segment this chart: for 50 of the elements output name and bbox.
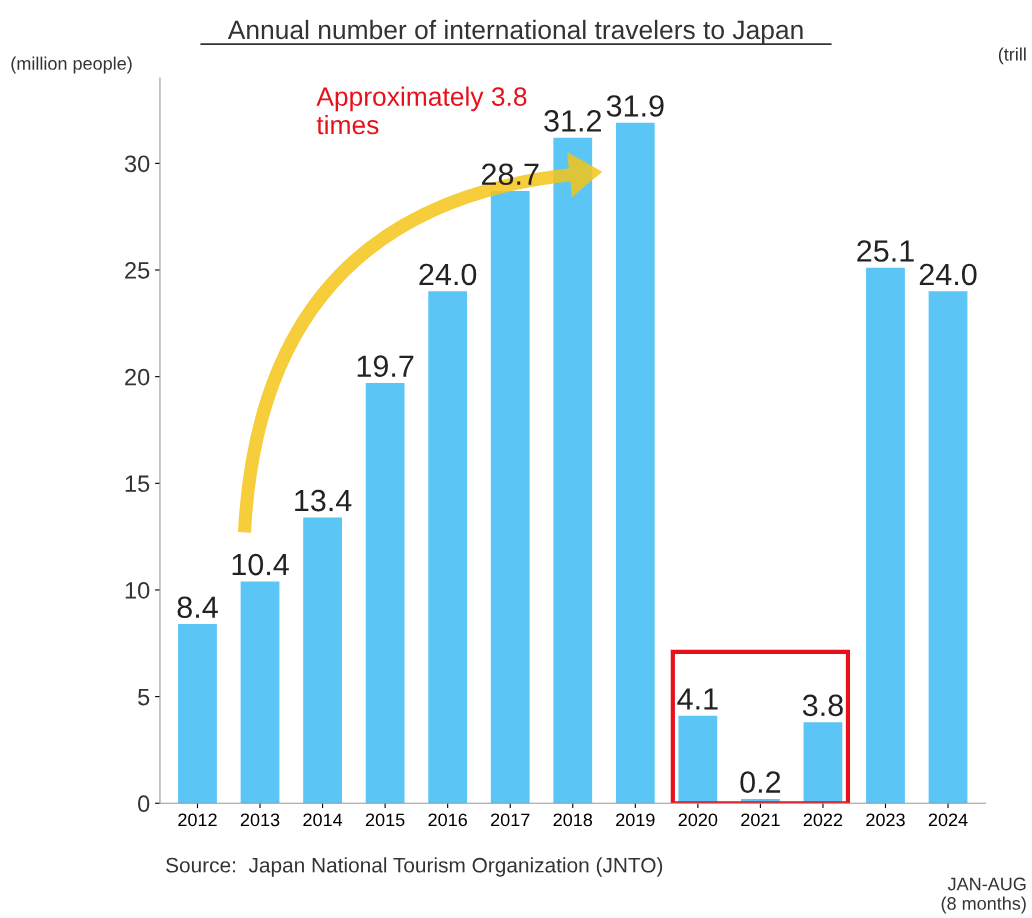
bar xyxy=(303,517,342,804)
y-tick-label: 10 xyxy=(125,582,150,599)
data-label: 13.4 xyxy=(295,489,352,512)
y-tick-label: 20 xyxy=(125,368,150,386)
bar xyxy=(428,291,468,804)
data-label: 19.7 xyxy=(357,355,414,378)
x-tick-label: 2020 xyxy=(678,813,718,827)
y-tick-label: 25 xyxy=(125,262,150,279)
data-label: 31.9 xyxy=(606,95,664,117)
bar xyxy=(240,581,280,804)
y-tick-label: 0 xyxy=(138,795,150,813)
data-label: 10.4 xyxy=(232,553,289,576)
y-axis-title: (million people) xyxy=(11,56,132,74)
bar xyxy=(615,122,655,804)
x-tick-label: 2018 xyxy=(553,813,593,827)
x-tick-label: 2023 xyxy=(866,813,905,827)
x-tick-label: 2013 xyxy=(240,813,280,827)
bar xyxy=(678,715,718,804)
bar xyxy=(178,624,217,804)
data-label: 31.2 xyxy=(544,110,601,132)
bar xyxy=(866,267,905,804)
chart-title: Annual number of international travelers to Japan xyxy=(227,19,803,45)
data-label: 3.8 xyxy=(802,694,843,717)
x-tick-label: 2012 xyxy=(178,813,217,827)
y-tick-label: 30 xyxy=(124,155,150,173)
data-label: 24.0 xyxy=(919,263,977,286)
x-tick-label: 2024 xyxy=(928,813,968,827)
data-label: 8.4 xyxy=(177,596,218,619)
source-note: Source: Japan National Tourism Organization (JNTO) xyxy=(166,857,663,877)
bar xyxy=(928,291,968,804)
x-tick-label: 2019 xyxy=(616,813,655,827)
bar xyxy=(803,722,843,804)
data-label: 0.2 xyxy=(740,771,781,793)
data-label: 4.1 xyxy=(677,688,718,710)
bar xyxy=(490,191,530,804)
annotation: Approximately 3.8 times xyxy=(316,86,527,135)
x-tick-label: 2017 xyxy=(491,813,530,827)
x-tick-label: 2015 xyxy=(365,813,405,827)
x-tick-label: 2022 xyxy=(803,813,843,827)
data-label: 24.0 xyxy=(419,263,477,286)
bar xyxy=(553,137,593,804)
y-tick-label: 5 xyxy=(138,688,150,706)
x-tick-label: 2016 xyxy=(428,813,467,827)
x-tick-label: 2014 xyxy=(303,813,343,827)
x-tick-label: 2021 xyxy=(741,813,780,827)
text: (trill xyxy=(998,47,1026,65)
y-tick-label: 15 xyxy=(125,475,150,493)
text: JAN-AUG (8 months) xyxy=(941,877,1026,914)
bar xyxy=(365,383,405,804)
data-label: 25.1 xyxy=(857,240,914,262)
